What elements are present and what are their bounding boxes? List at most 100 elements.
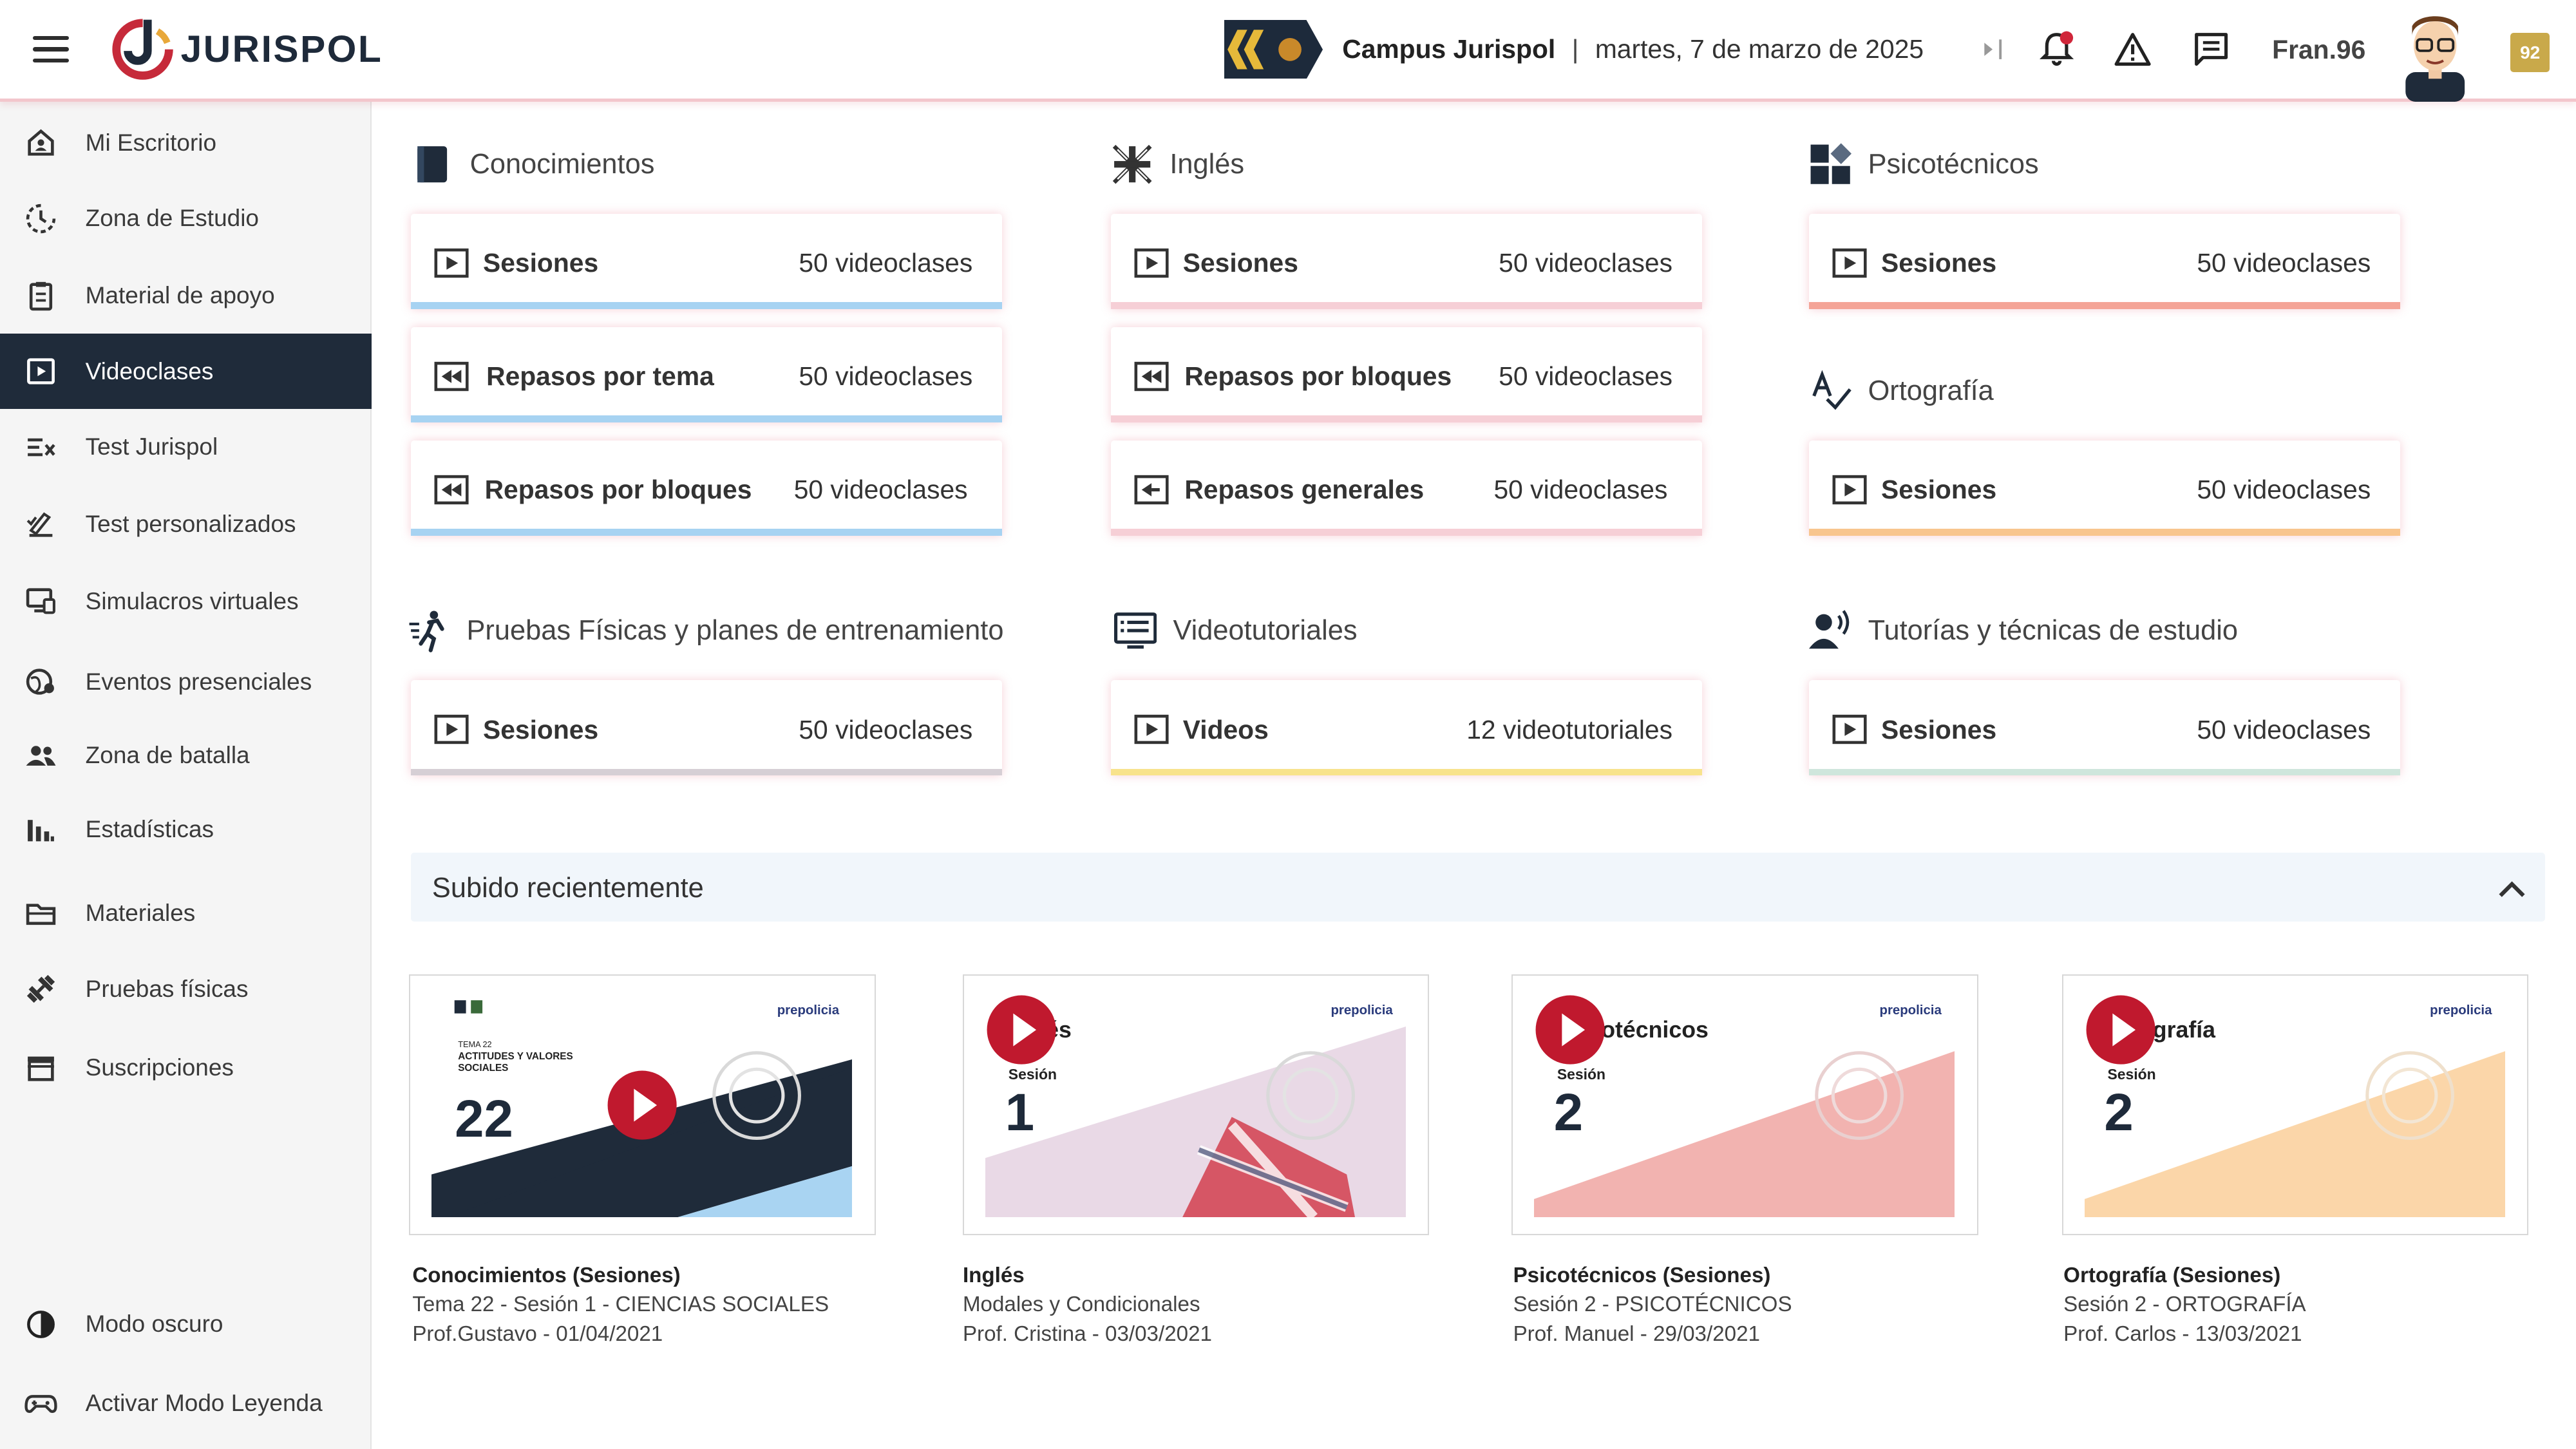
video-thumbnail: prepolicia Inglés Sesión 1 [985, 993, 1406, 1217]
video-author-date: Prof.Gustavo - 01/04/2021 [412, 1322, 663, 1347]
video-author-date: Prof. Manuel - 29/03/2021 [1513, 1322, 1760, 1347]
card-ingles-repasos-generales[interactable]: Repasos generales 50 videoclases [1110, 440, 1702, 536]
card-psicotecnicos-sesiones[interactable]: Sesiones 50 videoclases [1808, 213, 2401, 309]
brand-logo[interactable]: JURISPOL [108, 15, 383, 84]
video-card-ortografia[interactable]: prepolicia Ortografía Sesión 2 [2061, 974, 2529, 1236]
video-play-icon [1832, 475, 1868, 504]
thumbnail-number: 22 [455, 1089, 513, 1148]
section-title: Psicotécnicos [1868, 148, 2039, 180]
card-count: 12 videotutoriales [1466, 714, 1673, 744]
sidebar-item-label: Zona de Estudio [85, 205, 260, 232]
sidebar-item-pruebas-fisicas[interactable]: Pruebas físicas [0, 951, 372, 1027]
menu-icon[interactable] [33, 36, 70, 62]
section-psicotecnicos: Psicotécnicos [1809, 143, 2039, 185]
play-button-icon[interactable] [985, 994, 1057, 1066]
sidebar-item-eventos-presenciales[interactable]: Eventos presenciales [0, 644, 372, 719]
play-button-icon[interactable] [1534, 994, 1606, 1066]
card-tutorias-sesiones[interactable]: Sesiones 50 videoclases [1808, 680, 2401, 776]
video-title[interactable]: Conocimientos (Sesiones) [412, 1263, 681, 1287]
card-count: 50 videoclases [1499, 248, 1673, 278]
campus-name: Campus Jurispol [1342, 34, 1556, 64]
card-title: Sesiones [483, 714, 599, 744]
study-clock-icon [26, 204, 56, 233]
card-conocimientos-repasos-tema[interactable]: Repasos por tema 50 videoclases [410, 327, 1003, 422]
dark-mode-toggle[interactable]: Modo oscuro [0, 1286, 372, 1361]
dark-mode-icon [27, 1310, 55, 1338]
card-videotutoriales-videos[interactable]: Videos 12 videotutoriales [1110, 680, 1702, 776]
sidebar-item-videoclases[interactable]: Videoclases [0, 333, 372, 410]
section-conocimientos: Conocimientos [411, 143, 654, 185]
sidebar-item-estadisticas[interactable]: Estadísticas [0, 792, 372, 867]
video-play-icon [1832, 248, 1868, 278]
sidebar-item-label: Zona de batalla [85, 742, 250, 769]
thumbnail-background [1534, 1051, 1955, 1217]
legend-mode-toggle[interactable]: Activar Modo Leyenda [0, 1365, 372, 1441]
card-accent-bar [410, 529, 1003, 536]
video-play-icon [1134, 248, 1169, 278]
chevron-up-icon[interactable] [2496, 873, 2528, 905]
sidebar-item-materiales[interactable]: Materiales [0, 876, 372, 951]
card-conocimientos-repasos-bloques[interactable]: Repasos por bloques 50 videoclases [410, 440, 1003, 536]
card-conocimientos-sesiones[interactable]: Sesiones 50 videoclases [410, 213, 1003, 309]
section-pruebas-fisicas: Pruebas Físicas y planes de entrenamient… [408, 609, 1004, 652]
chat-icon[interactable] [2192, 30, 2231, 69]
shapes-grid-icon [1810, 143, 1852, 184]
video-title[interactable]: Ortografía (Sesiones) [2063, 1263, 2281, 1287]
sidebar-item-material-apoyo[interactable]: Material de apoyo [0, 258, 372, 334]
sidebar-item-mi-escritorio[interactable]: Mi Escritorio [0, 105, 372, 180]
home-icon [28, 129, 54, 156]
video-thumbnail: prepolicia TEMA 22 ACTITUDES Y VALORES S… [431, 993, 853, 1217]
section-title: Pruebas Físicas y planes de entrenamient… [466, 615, 1004, 647]
section-title: Tutorías y técnicas de estudio [1868, 615, 2238, 647]
card-title: Videos [1182, 714, 1269, 744]
avatar[interactable] [2396, 6, 2474, 102]
thumbnail-brand: prepolicia [1331, 1003, 1393, 1018]
thumbnail-number: 2 [1553, 1083, 1584, 1142]
card-ortografia-sesiones[interactable]: Sesiones 50 videoclases [1808, 440, 2401, 536]
replay-video-icon [1134, 475, 1169, 504]
rewind-video-icon [434, 475, 469, 504]
card-title: Sesiones [1880, 475, 1997, 505]
thumbnail-number: 1 [1005, 1083, 1035, 1142]
sidebar-item-label: Test personalizados [85, 510, 296, 537]
video-card-psicotecnicos[interactable]: prepolicia Psicotécnicos Sesión 2 [1511, 974, 1978, 1236]
sidebar-item-simulacros-virtuales[interactable]: Simulacros virtuales [0, 564, 372, 639]
video-play-icon [434, 248, 469, 278]
video-card-ingles[interactable]: prepolicia Inglés Sesión 1 [962, 974, 1430, 1236]
sidebar-item-zona-batalla[interactable]: Zona de batalla [0, 718, 372, 793]
card-accent-bar [410, 415, 1003, 422]
play-button-icon[interactable] [606, 1069, 678, 1141]
warning-icon[interactable] [2113, 30, 2152, 69]
thumbnail-number: 2 [2104, 1083, 2134, 1142]
running-person-icon [409, 611, 444, 652]
video-title[interactable]: Inglés [962, 1263, 1025, 1287]
video-card-conocimientos[interactable]: prepolicia TEMA 22 ACTITUDES Y VALORES S… [409, 974, 876, 1236]
sidebar-item-label: Activar Modo Leyenda [85, 1389, 323, 1416]
sidebar-item-test-jurispol[interactable]: Test Jurispol [0, 409, 372, 484]
card-title: Sesiones [1880, 248, 1997, 278]
video-play-icon [27, 358, 55, 384]
video-title[interactable]: Psicotécnicos (Sesiones) [1513, 1263, 1771, 1287]
video-author-date: Prof. Carlos - 13/03/2021 [2063, 1322, 2302, 1347]
video-author-date: Prof. Cristina - 03/03/2021 [962, 1322, 1212, 1347]
clipboard-icon [30, 281, 53, 310]
sidebar-item-label: Mi Escritorio [85, 129, 217, 156]
card-pruebas-sesiones[interactable]: Sesiones 50 videoclases [410, 680, 1003, 776]
video-subtitle: Sesión 2 - PSICOTÉCNICOS [1513, 1293, 1792, 1317]
play-button-icon[interactable] [2085, 994, 2157, 1066]
brand-name: JURISPOL [180, 28, 383, 71]
username[interactable]: Fran.96 [2272, 34, 2366, 64]
card-accent-bar [1110, 529, 1702, 536]
bell-icon[interactable] [2037, 30, 2076, 69]
video-play-icon [1832, 714, 1868, 744]
sidebar-item-suscripciones[interactable]: Suscripciones [0, 1030, 372, 1106]
card-count: 50 videoclases [2197, 475, 2371, 505]
card-ingles-sesiones[interactable]: Sesiones 50 videoclases [1110, 213, 1702, 309]
card-ingles-repasos-bloques[interactable]: Repasos por bloques 50 videoclases [1110, 327, 1702, 422]
video-meta-ingles: Inglés Modales y Condicionales Prof. Cri… [963, 1264, 1439, 1352]
dumbbell-icon [27, 975, 55, 1003]
recent-uploads-header[interactable]: Subido recientemente [410, 853, 2545, 922]
play-skip-icon[interactable] [1975, 30, 2014, 69]
sidebar-item-zona-estudio[interactable]: Zona de Estudio [0, 181, 372, 256]
sidebar-item-test-personalizados[interactable]: Test personalizados [0, 486, 372, 562]
